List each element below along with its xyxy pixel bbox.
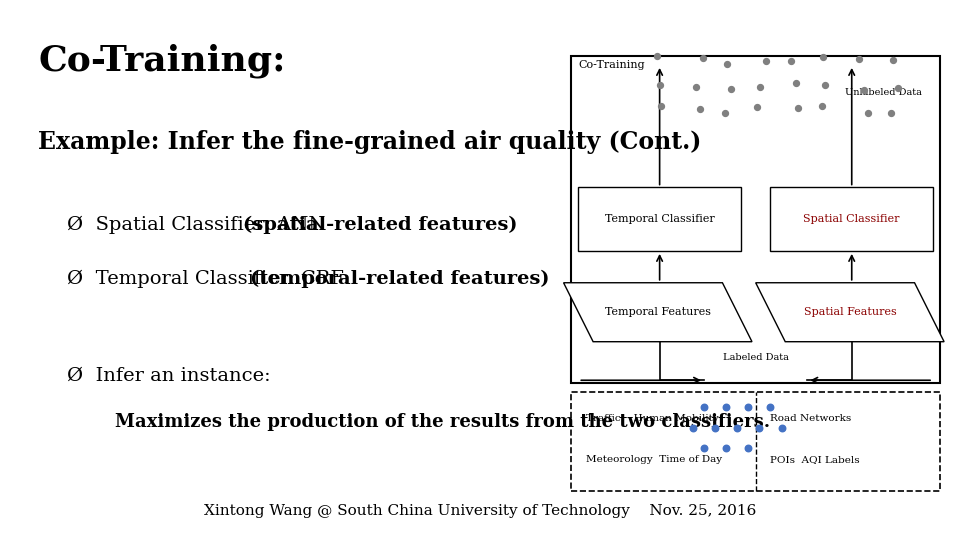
Text: Labeled Data: Labeled Data bbox=[723, 353, 788, 362]
Point bbox=[752, 423, 767, 432]
Text: Spatial Features: Spatial Features bbox=[804, 307, 897, 317]
FancyBboxPatch shape bbox=[571, 392, 941, 491]
Point bbox=[718, 444, 733, 453]
Point bbox=[884, 109, 900, 118]
Point bbox=[740, 444, 756, 453]
Point bbox=[653, 81, 668, 90]
Text: (spatial-related features): (spatial-related features) bbox=[243, 216, 517, 234]
Text: Temporal Features: Temporal Features bbox=[605, 307, 710, 317]
Point bbox=[753, 82, 768, 91]
Point bbox=[685, 423, 701, 432]
Polygon shape bbox=[564, 283, 752, 342]
Point bbox=[890, 84, 905, 93]
Point bbox=[818, 81, 833, 90]
Point bbox=[696, 444, 711, 453]
Text: Meteorology  Time of Day: Meteorology Time of Day bbox=[586, 455, 722, 464]
Point bbox=[886, 56, 901, 65]
Point bbox=[717, 109, 732, 118]
Point bbox=[696, 403, 711, 412]
Text: Unlabeled Data: Unlabeled Data bbox=[845, 87, 922, 97]
Point bbox=[696, 53, 711, 62]
FancyBboxPatch shape bbox=[771, 187, 933, 251]
Point bbox=[852, 55, 867, 63]
FancyBboxPatch shape bbox=[578, 187, 741, 251]
Point bbox=[790, 104, 805, 113]
Point bbox=[815, 102, 830, 111]
Point bbox=[730, 423, 745, 432]
Point bbox=[788, 78, 804, 87]
Text: Co-Training: Co-Training bbox=[578, 60, 645, 70]
Text: Ø  Temporal Classifier: CRF: Ø Temporal Classifier: CRF bbox=[67, 270, 350, 288]
Point bbox=[860, 109, 876, 117]
Text: Road Networks: Road Networks bbox=[771, 414, 852, 423]
Point bbox=[708, 423, 723, 432]
FancyBboxPatch shape bbox=[571, 56, 941, 382]
Point bbox=[758, 57, 774, 65]
Point bbox=[654, 102, 669, 111]
Text: Co-Training:: Co-Training: bbox=[38, 43, 286, 78]
Text: (temporal-related features): (temporal-related features) bbox=[250, 270, 549, 288]
Point bbox=[749, 103, 764, 111]
Text: Spatial Classifier: Spatial Classifier bbox=[804, 214, 900, 224]
Point bbox=[815, 52, 830, 61]
Point bbox=[649, 52, 664, 60]
Point bbox=[719, 60, 734, 69]
Point bbox=[692, 105, 708, 114]
Point bbox=[783, 56, 799, 65]
Text: Maximizes the production of the results from the two classifiers.: Maximizes the production of the results … bbox=[115, 413, 770, 431]
Text: Ø  Infer an instance:: Ø Infer an instance: bbox=[67, 367, 271, 385]
Point bbox=[718, 403, 733, 412]
Text: Xintong Wang @ South China University of Technology    Nov. 25, 2016: Xintong Wang @ South China University of… bbox=[204, 504, 756, 518]
Point bbox=[740, 403, 756, 412]
Text: Ø  Spatial Classifier: ANN: Ø Spatial Classifier: ANN bbox=[67, 216, 332, 234]
Point bbox=[774, 423, 789, 432]
Point bbox=[688, 83, 704, 92]
Text: POIs  AQI Labels: POIs AQI Labels bbox=[771, 455, 860, 464]
Point bbox=[856, 85, 872, 94]
Text: Traffic    Human Mobility: Traffic Human Mobility bbox=[586, 414, 718, 423]
Point bbox=[763, 403, 779, 412]
Text: Example: Infer the fine-grained air quality (Cont.): Example: Infer the fine-grained air qual… bbox=[38, 130, 702, 153]
Polygon shape bbox=[756, 283, 944, 342]
Point bbox=[724, 84, 739, 93]
Text: Temporal Classifier: Temporal Classifier bbox=[605, 214, 714, 224]
